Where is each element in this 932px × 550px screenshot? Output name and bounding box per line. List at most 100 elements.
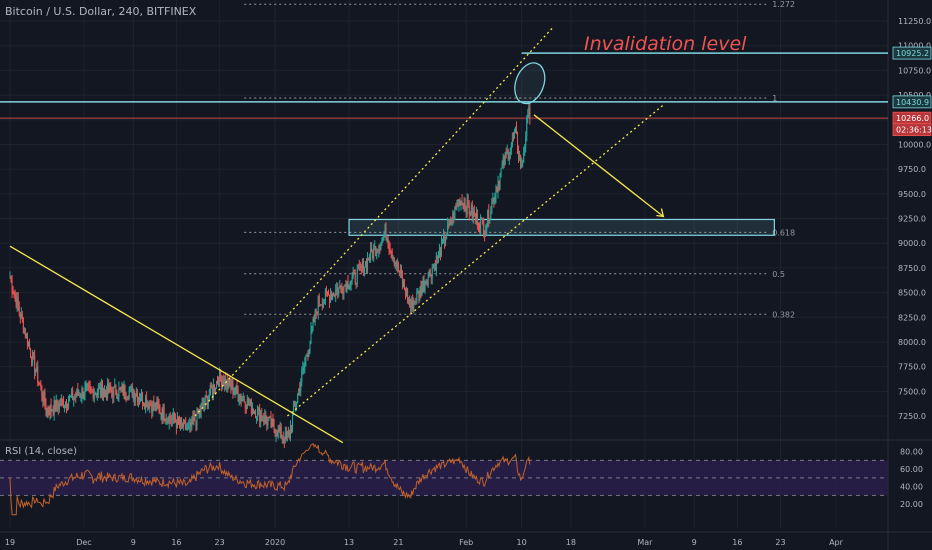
candle <box>474 213 476 219</box>
candle <box>295 406 297 408</box>
candle <box>126 397 128 399</box>
candle <box>363 267 365 274</box>
candle <box>50 405 52 412</box>
candle <box>354 272 356 284</box>
candle <box>218 383 220 386</box>
candle <box>508 155 510 160</box>
candle <box>246 398 248 409</box>
candle <box>407 290 409 302</box>
candle <box>200 405 202 413</box>
candle <box>395 262 397 268</box>
candle <box>414 301 416 303</box>
candle <box>150 403 152 406</box>
candle <box>216 381 217 389</box>
candle <box>257 408 259 418</box>
candle <box>346 281 348 292</box>
candle <box>118 388 120 397</box>
candle <box>279 426 281 432</box>
candle <box>520 154 522 167</box>
candles <box>9 101 531 449</box>
candle <box>63 406 65 409</box>
candle <box>283 439 285 444</box>
candle <box>135 393 137 397</box>
candle <box>184 419 186 422</box>
candle <box>469 213 471 216</box>
candle <box>467 199 469 207</box>
candle <box>57 406 59 410</box>
candle <box>44 392 46 405</box>
candle <box>300 382 302 392</box>
candle <box>75 396 77 398</box>
candle <box>170 418 172 421</box>
candle <box>509 149 511 156</box>
candle <box>108 383 110 393</box>
candle <box>496 189 498 193</box>
candle <box>405 289 407 296</box>
x-tick-label: 23 <box>214 538 224 547</box>
candle <box>305 355 307 362</box>
candle <box>116 395 118 399</box>
candle <box>398 270 400 274</box>
candle <box>499 173 501 186</box>
candle <box>425 283 427 285</box>
candle <box>470 205 472 216</box>
candle <box>128 390 130 399</box>
candle <box>385 227 387 240</box>
candle <box>231 382 233 389</box>
candle <box>284 432 286 444</box>
support-zone <box>348 218 775 236</box>
candle <box>175 422 177 429</box>
candle <box>286 436 288 438</box>
symbol-label: Bitcoin / U.S. Dollar, 240, BITFINEX <box>5 5 197 18</box>
candle <box>60 399 62 406</box>
candle <box>18 305 20 313</box>
candle <box>351 277 353 282</box>
candle <box>238 400 240 402</box>
candle <box>177 416 179 421</box>
candle <box>209 385 211 396</box>
candle <box>402 281 404 285</box>
candle <box>303 366 305 368</box>
candle <box>263 419 265 423</box>
candle <box>104 389 106 394</box>
candle <box>347 281 349 289</box>
candle <box>193 416 195 422</box>
candle <box>399 270 401 274</box>
candle <box>471 205 473 218</box>
candle <box>348 288 350 290</box>
y-tick-label: 10000.0 <box>898 140 931 149</box>
candle <box>169 415 171 419</box>
candle <box>479 226 481 230</box>
candle <box>241 399 243 401</box>
candle <box>497 182 499 193</box>
zones <box>0 52 888 236</box>
candle <box>10 277 12 281</box>
candle <box>353 271 355 273</box>
candle <box>88 384 90 386</box>
candle <box>190 422 192 427</box>
candle <box>224 378 226 386</box>
candle <box>374 246 376 249</box>
candle <box>33 352 35 356</box>
candle <box>306 354 308 356</box>
candle <box>64 401 66 407</box>
candle <box>486 224 488 230</box>
candle <box>384 227 386 236</box>
candle <box>528 106 530 115</box>
candle <box>123 386 125 396</box>
candle <box>481 218 483 220</box>
candle <box>389 248 391 252</box>
candle <box>85 385 87 388</box>
candle <box>82 388 84 398</box>
candle <box>361 260 363 268</box>
candle <box>277 428 279 437</box>
candle <box>189 422 191 427</box>
candle <box>228 378 230 388</box>
candle <box>404 281 406 290</box>
candle <box>325 290 327 292</box>
price-tag <box>892 123 932 137</box>
candle <box>124 386 126 397</box>
candle <box>316 312 318 314</box>
candle <box>212 384 214 395</box>
